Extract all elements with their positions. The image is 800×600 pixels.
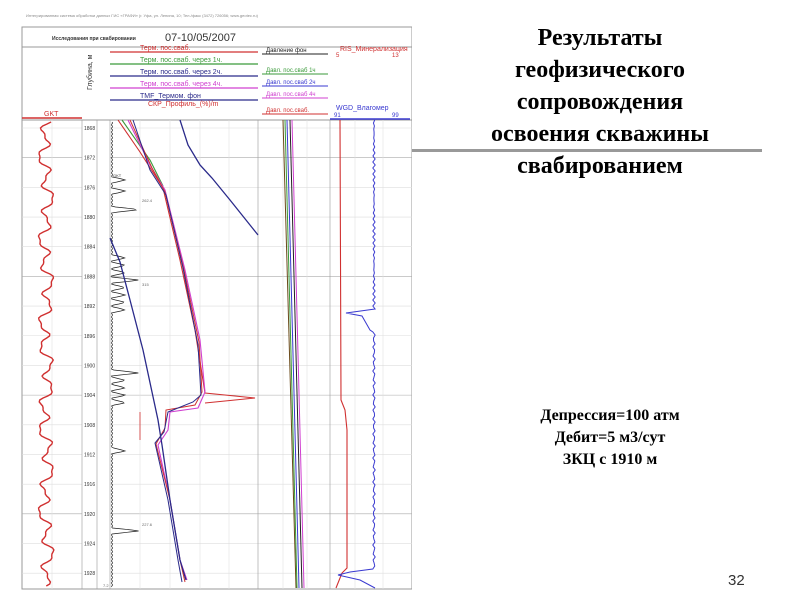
pressure-2h	[286, 119, 300, 589]
pressure-legend-label: Давл. пос.сваб 4ч	[266, 92, 316, 98]
page-number: 32	[728, 572, 745, 589]
depression: Депрессия=100 атм	[540, 407, 680, 424]
depth-label: 1868	[84, 126, 95, 132]
temp-1h	[121, 119, 164, 187]
profile-curve	[110, 121, 139, 588]
temp-legend-label: Терм. пос.сваб. через 2ч.	[140, 68, 222, 76]
study-title: Исследования при свабировании	[52, 35, 136, 42]
temp-after-swab	[117, 119, 256, 404]
title-line: освоения скважины	[491, 121, 709, 147]
flow-rate: Дебит=5 м3/сут	[554, 429, 666, 446]
well-info: Депрессия=100 атм Дебит=5 м3/сут ЗКЦ с 1…	[480, 405, 740, 471]
temp-legend-label: Терм. пос.сваб.	[140, 44, 191, 52]
title-line: свабированием	[517, 153, 683, 179]
pressure-4h	[291, 119, 305, 589]
depth-label: 1900	[84, 363, 95, 369]
depth-scale: 1868 1872 1876 1880 1884 1888 1892 1896 1900 1904…	[84, 126, 95, 577]
log-grid	[22, 120, 412, 589]
depth-label: 1884	[84, 245, 95, 251]
ris-curve	[335, 119, 348, 589]
wgd-scale-max: 99	[392, 113, 399, 119]
pressure-bg	[282, 119, 297, 589]
log-date: 07-10/05/2007	[165, 32, 236, 44]
gkt-curve	[37, 121, 55, 587]
depth-label: 1912	[84, 452, 95, 458]
annotation: 227.6	[142, 522, 153, 527]
slide-title: Результаты геофизического сопровождения …	[430, 22, 770, 182]
tmf-background-upper	[179, 119, 259, 236]
depth-label: 1880	[84, 215, 95, 221]
ris-scale-max: 13	[392, 53, 399, 59]
annotation: 7.2	[103, 583, 109, 588]
depth-label: 1904	[84, 393, 95, 399]
temp-2h	[132, 119, 202, 583]
well-log-chart: Интегрированная система обработки данных…	[21, 13, 412, 590]
wgd-scale-min: 91	[334, 113, 341, 119]
depth-label: 1876	[84, 185, 95, 191]
annotation: 262.4	[142, 198, 153, 203]
separator-line	[412, 149, 762, 152]
pressure-legend-label: Давление фон	[266, 48, 307, 54]
pressure-legend: Давление фон Давл. пос.сваб 1ч Давл. пос.с…	[262, 48, 328, 115]
pressure-1h	[284, 119, 298, 589]
gkt-marker-label: GKT	[113, 173, 122, 178]
annotation: 315	[142, 282, 149, 287]
depth-header: Глубина, м	[86, 54, 94, 90]
company-line: Интегрированная система обработки данных…	[26, 13, 259, 18]
tmf-background	[109, 237, 187, 581]
log-frame	[21, 26, 412, 590]
depth-label: 1924	[84, 542, 95, 548]
temp-2h-red	[129, 119, 203, 583]
temp-4h	[127, 119, 206, 581]
title-line: сопровождения	[516, 89, 684, 115]
temp-legend-label: Терм. пос.сваб. через 4ч.	[140, 80, 222, 88]
depth-label: 1872	[84, 156, 95, 162]
log-curves	[37, 119, 376, 589]
depth-label: 1896	[84, 334, 95, 340]
temp-legend-label: Терм. пос.сваб. через 1ч.	[140, 56, 222, 64]
wgd-curve	[337, 119, 376, 589]
wgd-label: WGD_Влагомер	[336, 105, 389, 112]
title-line: Результаты	[537, 25, 663, 51]
profile-label: СКР_Профиль_(%)/m	[148, 101, 219, 108]
pressure-after	[289, 119, 303, 589]
depth-label: 1892	[84, 304, 95, 310]
pressure-legend-label: Давл. пос.сваб 1ч	[266, 68, 316, 74]
depth-label: 1916	[84, 482, 95, 488]
title-line: геофизического	[514, 57, 686, 83]
zkc: ЗКЦ с 1910 м	[562, 451, 658, 468]
pressure-legend-label: Давл. пос.сваб.	[266, 108, 309, 114]
gkt-label: GKT	[44, 111, 59, 118]
depth-label: 1928	[84, 571, 95, 577]
temp-legend-label: TMF_Термом. фон	[140, 93, 201, 100]
pressure-legend-label: Давл. пос.сваб 2ч	[266, 80, 316, 86]
depth-label: 1888	[84, 274, 95, 280]
depth-label: 1908	[84, 423, 95, 429]
depth-label: 1920	[84, 512, 95, 518]
ris-label: RIS_Минерализация	[340, 46, 408, 53]
ris-scale-min: 5	[336, 53, 340, 59]
temperature-legend: Терм. пос.сваб. Терм. пос.сваб. через 1ч.…	[110, 44, 258, 101]
